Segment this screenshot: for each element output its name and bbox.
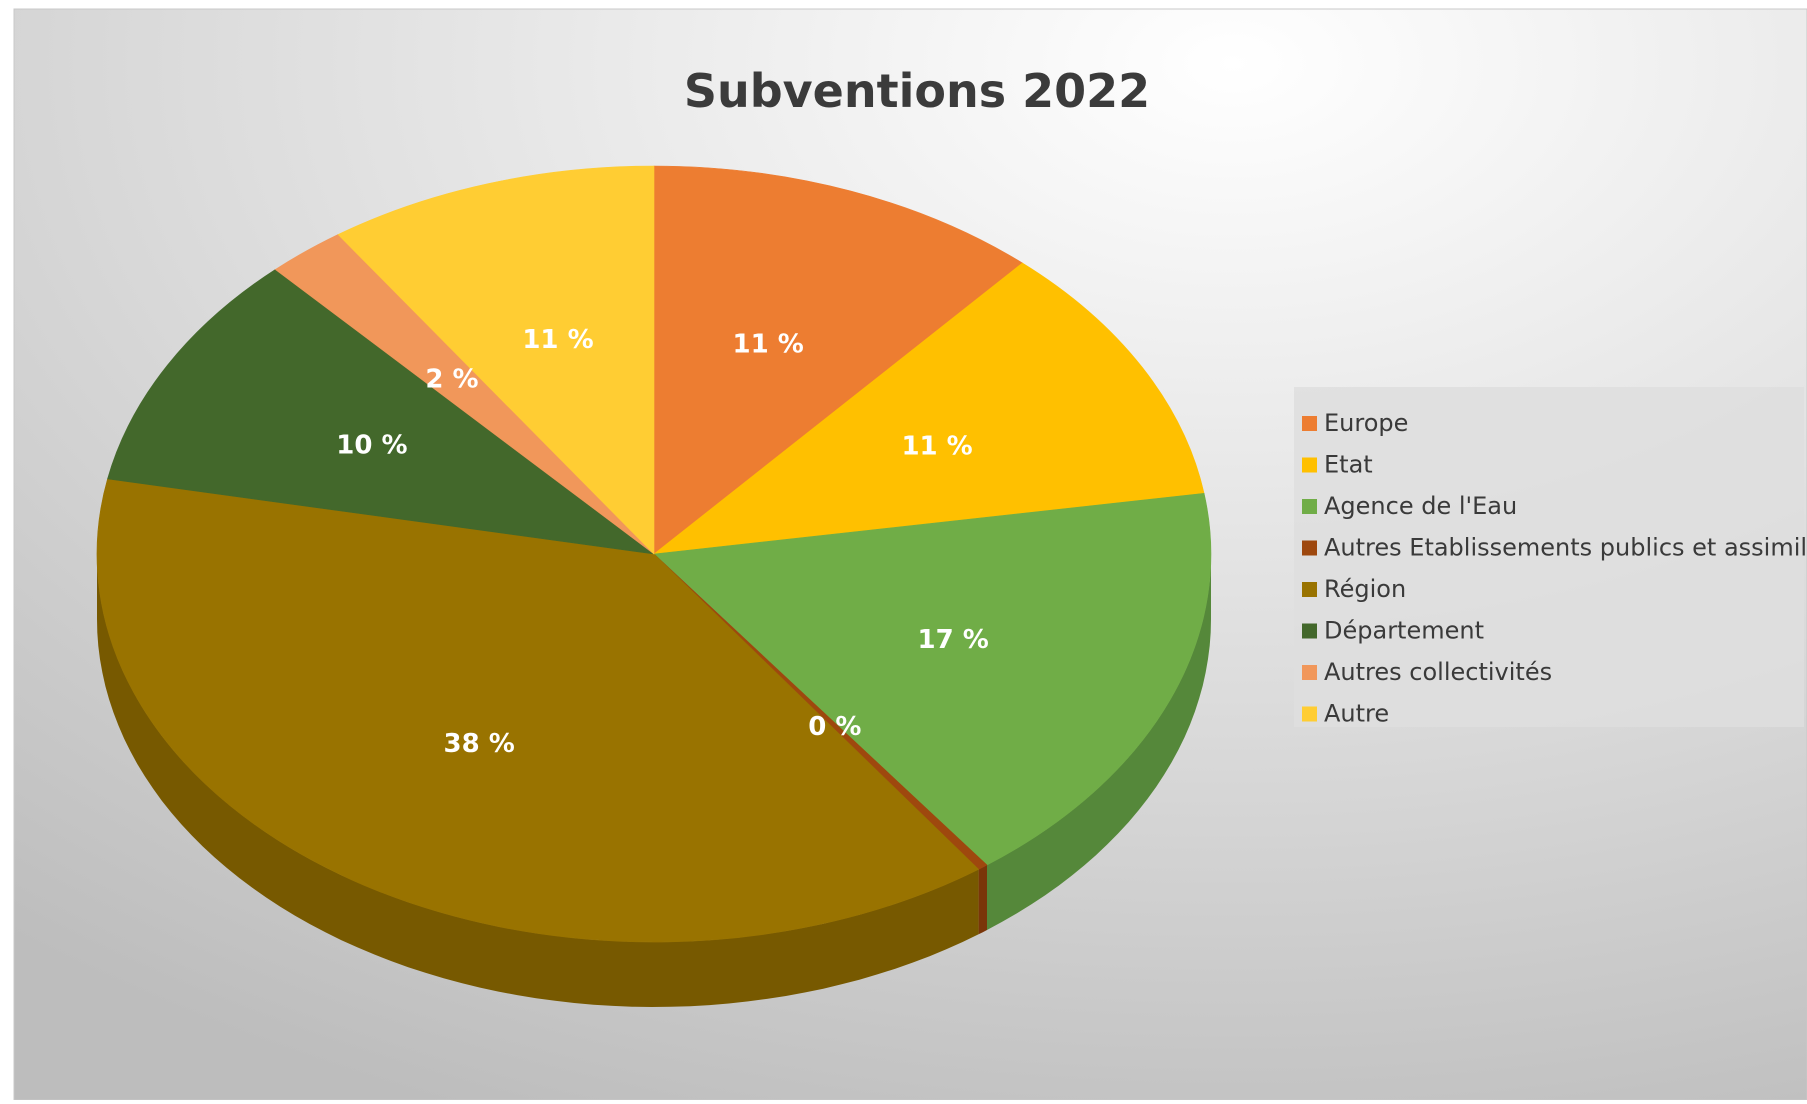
pie-side-agence-de-l-eau	[987, 554, 1211, 930]
legend-swatch	[1302, 457, 1317, 473]
legend-swatch	[1302, 582, 1317, 597]
data-label-autres-collectivites: 2 %	[425, 364, 478, 394]
pie-slice-departement	[107, 269, 656, 555]
data-label-etat: 11 %	[901, 432, 972, 462]
legend-swatch	[1302, 706, 1317, 722]
data-label-europe: 11 %	[733, 330, 804, 360]
pie-side-group	[97, 554, 1211, 1007]
data-label-autre: 11 %	[522, 325, 593, 355]
data-label-departement: 10 %	[336, 430, 407, 460]
legend-box	[1294, 387, 1804, 727]
legend-swatch	[1302, 499, 1317, 514]
legend-item-departement: Département	[1302, 617, 1484, 645]
pie-side-region	[97, 554, 979, 1007]
legend-label: Région	[1324, 575, 1406, 603]
chart-title: Subventions 2022	[684, 64, 1150, 118]
legend-item-autre: Autre	[1302, 700, 1389, 728]
legend-label: Etat	[1324, 451, 1373, 479]
data-label-agence-de-l-eau: 17 %	[918, 625, 989, 655]
legend-swatch	[1302, 540, 1317, 556]
legend-label: Autres Etablissements publics et assimil…	[1324, 534, 1807, 562]
pie-top-group	[96, 165, 1212, 943]
legend-item-agence-de-l-eau: Agence de l'Eau	[1302, 492, 1517, 520]
legend-item-europe: Europe	[1302, 409, 1408, 437]
legend-label: Autre	[1324, 700, 1389, 728]
legend-label: Europe	[1324, 409, 1408, 437]
legend-item-autres-collectivites: Autres collectivités	[1302, 658, 1552, 686]
pie-slice-region	[96, 478, 980, 943]
legend-item-region: Région	[1302, 575, 1406, 603]
data-label-group: 11 % 11 % 17 % 0 % 38 % 10 % 2 % 11 %	[336, 325, 989, 759]
legend-label: Département	[1324, 617, 1484, 645]
legend-label: Autres collectivités	[1324, 658, 1552, 686]
pie-slice-agence-de-l-eau	[653, 492, 1212, 866]
pie-slice-europe	[653, 165, 1023, 555]
data-label-autres-etablissements-publics-et-assimiles: 0 %	[808, 712, 861, 742]
legend-item-autres-etablissements-publics-et-assimiles: Autres Etablissements publics et assimil…	[1302, 534, 1807, 562]
legend: Europe Etat Agence de l'Eau Autres Etabliss…	[1294, 387, 1807, 728]
legend-label: Agence de l'Eau	[1324, 492, 1517, 520]
pie-slice-autre	[337, 165, 655, 555]
legend-swatch	[1302, 623, 1317, 639]
pie-side-autres-etablissements-publics-et-assimiles	[978, 865, 987, 935]
legend-swatch	[1302, 665, 1317, 680]
legend-swatch	[1302, 416, 1317, 431]
data-label-region: 38 %	[444, 729, 515, 759]
legend-item-etat: Etat	[1302, 451, 1373, 479]
pie-slice-etat	[652, 262, 1205, 555]
